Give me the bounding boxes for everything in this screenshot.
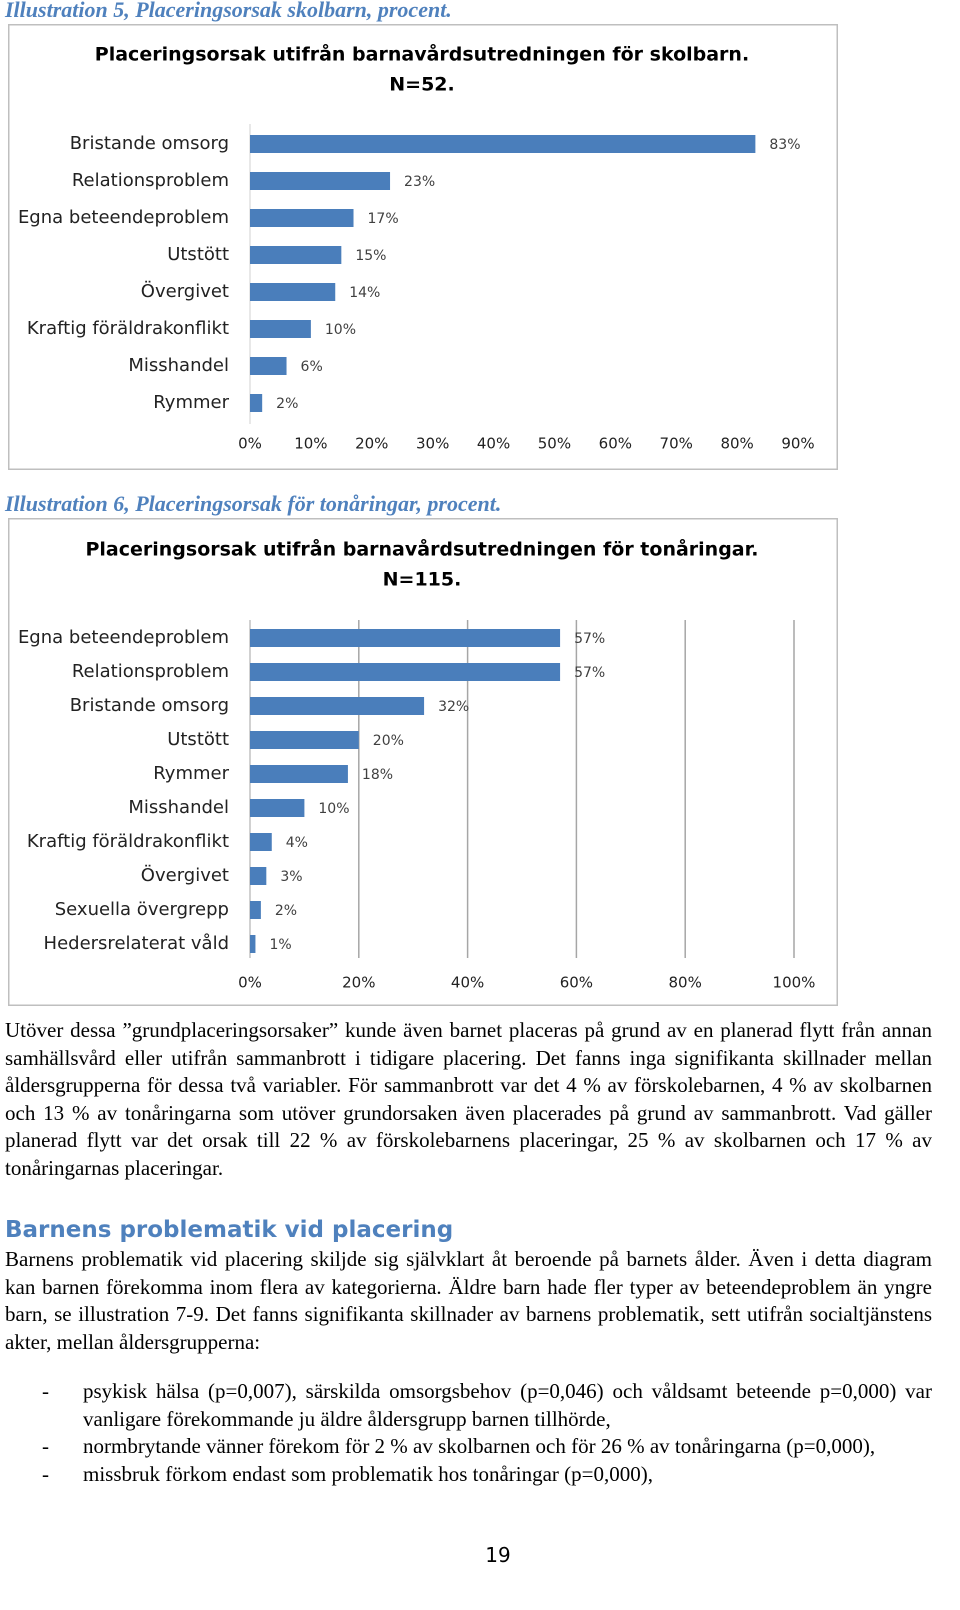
chart-frame bbox=[8, 24, 838, 470]
y-tick-label: Egna beteendeproblem bbox=[18, 207, 229, 228]
x-tick-label: 100% bbox=[773, 974, 816, 992]
bar bbox=[250, 799, 305, 817]
y-tick-label: Övergivet bbox=[141, 864, 229, 886]
data-label: 10% bbox=[318, 801, 349, 817]
list-item: normbrytande vänner förekom för 2 % av s… bbox=[0, 1433, 932, 1461]
bar bbox=[250, 135, 756, 153]
chart: Placeringsorsak utifrån barnavårdsutredn… bbox=[8, 518, 838, 1006]
list-item: psykisk hälsa (p=0,007), särskilda omsor… bbox=[0, 1378, 932, 1433]
chart-frame bbox=[8, 518, 838, 1006]
y-tick-label: Utstött bbox=[167, 244, 229, 265]
data-label: 18% bbox=[362, 767, 393, 783]
figure-caption: Illustration 6, Placeringsorsak för tonå… bbox=[5, 491, 502, 516]
chart-subtitle: N=115. bbox=[383, 569, 462, 591]
x-tick-label: 60% bbox=[599, 435, 632, 453]
chart: Placeringsorsak utifrån barnavårdsutredn… bbox=[8, 24, 838, 470]
y-tick-label: Sexuella övergrepp bbox=[55, 899, 229, 920]
bar bbox=[250, 209, 354, 227]
chart-title: Placeringsorsak utifrån barnavårdsutredn… bbox=[85, 537, 758, 561]
data-label: 1% bbox=[269, 937, 291, 953]
data-label: 20% bbox=[373, 733, 404, 749]
paragraph: Utöver dessa ”grundplaceringsorsaker” ku… bbox=[5, 1018, 932, 1180]
y-tick-label: Rymmer bbox=[153, 392, 229, 413]
data-label: 23% bbox=[404, 174, 435, 190]
bar bbox=[250, 901, 261, 919]
bar bbox=[250, 320, 311, 338]
data-label: 4% bbox=[286, 835, 308, 851]
bar bbox=[250, 283, 336, 301]
paragraph: Barnens problematik vid placering skiljd… bbox=[5, 1247, 932, 1354]
x-tick-label: 80% bbox=[669, 974, 702, 992]
y-tick-label: Relationsproblem bbox=[72, 170, 229, 191]
data-label: 2% bbox=[275, 903, 297, 919]
x-tick-label: 80% bbox=[720, 435, 753, 453]
x-tick-label: 0% bbox=[238, 974, 262, 992]
bar bbox=[250, 172, 391, 190]
x-tick-label: 30% bbox=[416, 435, 449, 453]
y-tick-label: Rymmer bbox=[153, 763, 229, 784]
chart-subtitle: N=52. bbox=[389, 74, 454, 96]
data-label: 17% bbox=[368, 211, 399, 227]
data-label: 3% bbox=[280, 869, 302, 885]
y-tick-label: Misshandel bbox=[128, 355, 229, 376]
y-tick-label: Kraftig föräldrakonflikt bbox=[27, 831, 229, 852]
data-label: 15% bbox=[355, 248, 386, 264]
y-tick-label: Bristande omsorg bbox=[70, 133, 229, 154]
y-tick-label: Hedersrelaterat våld bbox=[44, 933, 229, 954]
data-label: 57% bbox=[574, 631, 605, 647]
bullet-list: psykisk hälsa (p=0,007), särskilda omsor… bbox=[0, 1378, 932, 1488]
x-tick-label: 40% bbox=[477, 435, 510, 453]
bar bbox=[250, 697, 425, 715]
y-tick-label: Kraftig föräldrakonflikt bbox=[27, 318, 229, 339]
data-label: 6% bbox=[301, 359, 323, 375]
y-tick-label: Utstött bbox=[167, 729, 229, 750]
bar bbox=[250, 357, 287, 375]
bar bbox=[250, 394, 263, 412]
y-tick-label: Egna beteendeproblem bbox=[18, 627, 229, 648]
x-tick-label: 60% bbox=[560, 974, 593, 992]
bar bbox=[250, 833, 272, 851]
y-tick-label: Bristande omsorg bbox=[70, 695, 229, 716]
list-item: missbruk förkom endast som problematik h… bbox=[0, 1461, 932, 1489]
x-tick-label: 0% bbox=[238, 435, 262, 453]
data-label: 10% bbox=[325, 322, 356, 338]
bar bbox=[250, 935, 256, 953]
data-label: 83% bbox=[769, 137, 800, 153]
section-heading: Barnens problematik vid placering bbox=[5, 1217, 454, 1243]
x-tick-label: 70% bbox=[660, 435, 693, 453]
data-label: 57% bbox=[574, 665, 605, 681]
bar bbox=[250, 629, 561, 647]
chart-title: Placeringsorsak utifrån barnavårdsutredn… bbox=[95, 42, 749, 66]
x-tick-label: 40% bbox=[451, 974, 484, 992]
y-tick-label: Relationsproblem bbox=[72, 661, 229, 682]
x-tick-label: 20% bbox=[342, 974, 375, 992]
data-label: 32% bbox=[438, 699, 469, 715]
data-label: 2% bbox=[276, 396, 298, 412]
x-tick-label: 10% bbox=[294, 435, 327, 453]
data-label: 14% bbox=[349, 285, 380, 301]
bar bbox=[250, 731, 359, 749]
bar bbox=[250, 867, 267, 885]
bar bbox=[250, 246, 342, 264]
figure-caption: Illustration 5, Placeringsorsak skolbarn… bbox=[5, 0, 452, 22]
bar bbox=[250, 765, 348, 783]
y-tick-label: Misshandel bbox=[128, 797, 229, 818]
page-number: 19 bbox=[485, 1543, 511, 1567]
x-tick-label: 90% bbox=[781, 435, 814, 453]
bar bbox=[250, 663, 561, 681]
x-tick-label: 50% bbox=[538, 435, 571, 453]
y-tick-label: Övergivet bbox=[141, 280, 229, 302]
x-tick-label: 20% bbox=[355, 435, 388, 453]
